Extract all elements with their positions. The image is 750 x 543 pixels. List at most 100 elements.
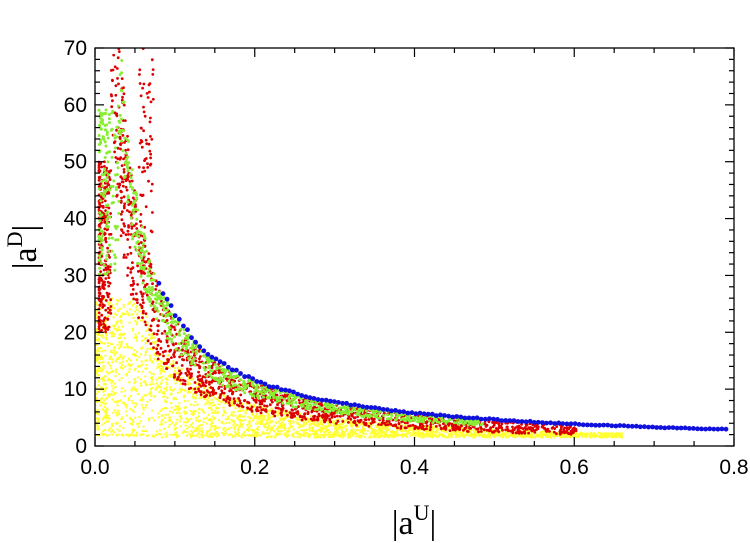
green-point — [191, 350, 195, 354]
yellow-point — [144, 341, 148, 345]
red-point — [163, 329, 167, 333]
yellow-point — [265, 419, 268, 422]
green-point — [105, 254, 109, 258]
red-point — [120, 196, 123, 200]
red-point — [277, 406, 280, 410]
red-point — [138, 68, 142, 72]
red-point — [192, 354, 196, 357]
yellow-point — [106, 301, 110, 304]
yellow-point — [159, 389, 163, 392]
yellow-point — [186, 381, 190, 384]
yellow-point — [135, 339, 139, 342]
yellow-point — [159, 372, 162, 375]
yellow-point — [101, 350, 104, 353]
yellow-point — [156, 365, 160, 369]
red-point — [109, 298, 113, 302]
red-point — [115, 112, 118, 116]
yellow-point — [390, 433, 393, 436]
yellow-point — [244, 410, 247, 413]
yellow-point — [205, 434, 209, 437]
yellow-point — [265, 422, 268, 426]
red-point — [143, 114, 147, 118]
red-point — [122, 168, 126, 171]
yellow-point — [411, 433, 414, 436]
red-point — [123, 202, 127, 206]
red-point — [208, 394, 212, 397]
yellow-point — [335, 434, 338, 437]
red-point — [120, 218, 124, 222]
yellow-point — [369, 432, 372, 435]
red-point — [139, 193, 143, 197]
yellow-point — [261, 422, 265, 425]
yellow-point — [146, 384, 149, 387]
yellow-point — [473, 434, 476, 437]
yellow-point — [111, 331, 114, 334]
yellow-point — [141, 433, 144, 436]
yellow-point — [111, 380, 114, 383]
red-point — [533, 425, 537, 428]
red-point — [102, 326, 105, 329]
yellow-point — [236, 429, 240, 432]
red-point — [142, 301, 145, 305]
red-point — [104, 240, 108, 244]
red-point — [336, 419, 340, 423]
green-point — [113, 253, 117, 257]
yellow-point — [366, 429, 369, 433]
red-point — [122, 231, 125, 235]
green-point — [113, 262, 117, 266]
yellow-point — [120, 363, 124, 367]
yellow-point — [174, 405, 177, 408]
yellow-point — [116, 409, 120, 412]
yellow-point — [106, 434, 109, 437]
yellow-point — [380, 434, 383, 437]
yellow-point — [234, 435, 237, 438]
yellow-point — [194, 397, 197, 400]
yellow-point — [100, 334, 103, 338]
yellow-point — [194, 419, 198, 422]
red-point — [224, 399, 228, 403]
yellow-point — [364, 433, 367, 436]
yellow-point — [421, 431, 424, 435]
red-point — [198, 374, 202, 378]
red-point — [228, 404, 232, 407]
yellow-point — [117, 411, 121, 414]
yellow-point — [127, 312, 130, 315]
red-point — [155, 347, 159, 351]
yellow-point — [157, 412, 160, 415]
yellow-point — [111, 433, 114, 436]
red-point — [126, 174, 129, 178]
yellow-point — [198, 436, 201, 439]
red-point — [99, 299, 103, 303]
yellow-point — [96, 356, 99, 359]
yellow-point — [172, 396, 176, 399]
yellow-point — [194, 410, 197, 413]
red-point — [126, 134, 129, 138]
green-point — [466, 423, 470, 427]
green-point — [100, 248, 104, 252]
yellow-point — [123, 394, 126, 398]
yellow-point — [107, 429, 110, 432]
yellow-point — [191, 433, 194, 437]
yellow-point — [332, 419, 335, 423]
yellow-point — [302, 433, 305, 436]
red-point — [201, 375, 205, 379]
red-point — [106, 317, 110, 321]
yellow-point — [163, 407, 167, 410]
yellow-point — [161, 365, 164, 369]
green-point — [126, 166, 130, 170]
yellow-point — [215, 435, 219, 438]
yellow-point — [101, 418, 104, 421]
yellow-point — [102, 336, 105, 339]
red-point — [173, 373, 176, 376]
red-point — [120, 164, 124, 168]
yellow-point — [214, 424, 217, 428]
yellow-point — [164, 395, 167, 398]
red-point — [141, 316, 144, 319]
yellow-point — [121, 357, 124, 360]
yellow-point — [232, 404, 236, 407]
yellow-point — [195, 428, 198, 431]
yellow-point — [166, 354, 169, 357]
red-point — [409, 424, 412, 428]
yellow-point — [149, 376, 153, 380]
red-point — [281, 404, 284, 408]
